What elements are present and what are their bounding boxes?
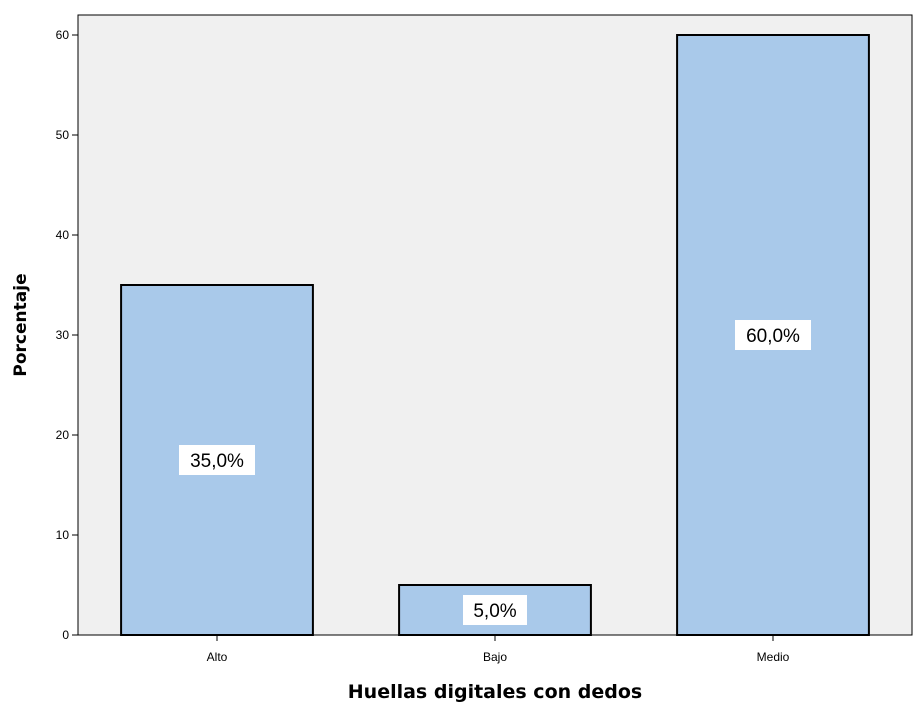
data-label: 35,0%	[190, 451, 244, 472]
x-tick-label: Medio	[757, 650, 790, 664]
x-tick-label: Bajo	[483, 650, 507, 664]
y-tick-label: 0	[62, 628, 69, 642]
y-tick-label: 60	[56, 28, 70, 42]
data-label-box	[463, 595, 527, 625]
data-label: 60,0%	[746, 326, 800, 347]
y-tick-label: 30	[56, 328, 70, 342]
y-tick-label: 40	[56, 228, 70, 242]
y-tick-label: 10	[56, 528, 70, 542]
y-axis: 0 10 20 30 40 50 60	[56, 28, 78, 642]
bars-group: 35,0% 5,0% 60,0%	[120, 34, 870, 636]
x-tick-label: Alto	[207, 650, 228, 664]
data-label-box	[735, 320, 811, 350]
x-axis-title: Huellas digitales con dedos	[348, 681, 642, 703]
y-tick-label: 20	[56, 428, 70, 442]
data-label-box	[179, 445, 255, 475]
y-tick-label: 50	[56, 128, 70, 142]
y-axis-title: Porcentaje	[11, 273, 31, 376]
data-label: 5,0%	[473, 601, 516, 622]
x-axis: Alto Bajo Medio	[207, 635, 790, 664]
